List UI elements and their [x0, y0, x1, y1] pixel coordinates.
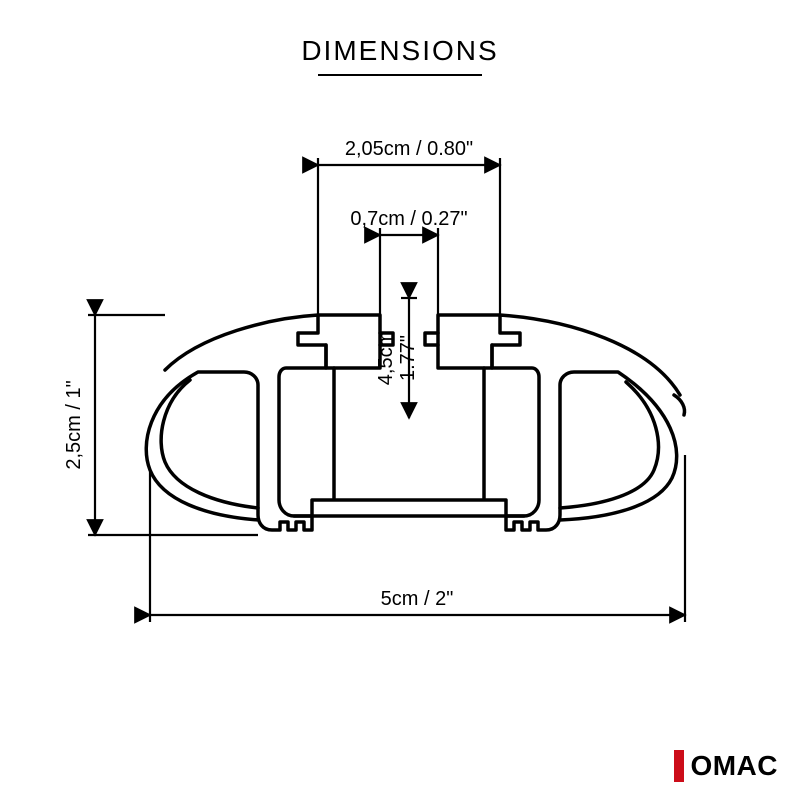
diagram-canvas: DIMENSIONS — [0, 0, 800, 800]
label-height: 2,5cm / 1" — [63, 380, 85, 469]
label-depth-in: 1.77" — [397, 335, 419, 381]
label-top-inner: 0,7cm / 0.27" — [350, 208, 467, 230]
label-width: 5cm / 2" — [381, 588, 454, 610]
logo-text: OMAC — [690, 750, 778, 782]
dimension-labels: 2,05cm / 0.80" 0,7cm / 0.27" 4,5cm 1.77"… — [63, 138, 473, 610]
profile-shape — [146, 300, 684, 530]
label-top-outer: 2,05cm / 0.80" — [345, 138, 473, 160]
dimension-diagram: 2,05cm / 0.80" 0,7cm / 0.27" 4,5cm 1.77"… — [0, 0, 800, 800]
label-depth-cm: 4,5cm — [375, 331, 397, 385]
logo-red-bar — [674, 750, 684, 782]
brand-logo: OMAC — [674, 750, 778, 782]
